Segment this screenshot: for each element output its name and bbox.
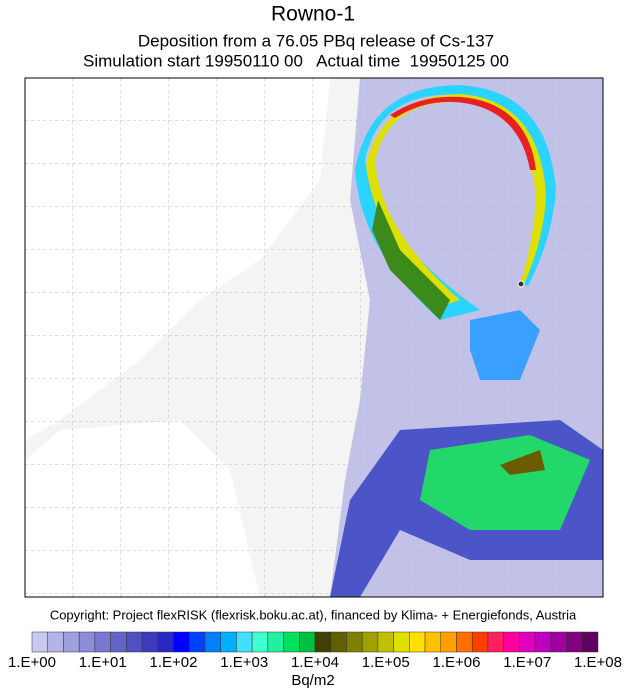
map [25, 78, 603, 597]
colorbar-swatch [110, 631, 127, 653]
plume-inner [366, 94, 546, 305]
colorbar-swatch [236, 631, 253, 653]
colorbar-swatch [204, 631, 221, 653]
colorbar-swatch [566, 631, 583, 653]
time-line: Simulation start 19950110 00 Actual time… [83, 51, 509, 70]
colorbar-swatch [267, 631, 284, 653]
colorbar-swatch [393, 631, 410, 653]
colorbar-label: 1.E+04 [291, 654, 339, 671]
subtitle: Deposition from a 76.05 PBq release of C… [138, 31, 494, 50]
colorbar-swatch [519, 631, 536, 653]
colorbar-swatch [299, 631, 316, 653]
colorbar-swatch [141, 631, 159, 653]
colorbar-swatch [63, 631, 80, 653]
colorbar-swatch [94, 631, 111, 653]
colorbar-swatch [188, 631, 206, 653]
colorbar-swatch [78, 631, 96, 653]
colorbar-swatch [31, 631, 48, 653]
colorbar-label: 1.E+05 [362, 654, 410, 671]
colorbar-swatch [283, 631, 300, 653]
colorbar-swatch [424, 631, 442, 653]
colorbar-swatch [314, 631, 331, 653]
colorbar-swatch [47, 631, 64, 653]
colorbar-label: 1.E+03 [220, 654, 268, 671]
title: Rowno-1 [271, 3, 355, 26]
plume-core [372, 200, 450, 320]
colorbar-swatch [471, 631, 489, 653]
colorbar-swatch [503, 631, 520, 653]
colorbar-swatch [220, 631, 237, 653]
colorbar-swatch [409, 631, 426, 653]
colorbar-label: 1.E+08 [574, 654, 622, 671]
colorbar-swatch [487, 631, 504, 653]
colorbar-swatch [550, 631, 567, 653]
colorbar-swatch [346, 631, 363, 653]
source-marker [517, 280, 525, 288]
colorbar-swatch [534, 631, 552, 653]
deposition-peak [500, 450, 545, 475]
colorbar-label: 1.E+07 [503, 654, 551, 671]
colorbar-swatch [251, 631, 269, 653]
deposition-high [420, 435, 590, 530]
colorbar-label: 1.E+06 [433, 654, 481, 671]
colorbar: 1.E+00 1.E+01 1.E+02 1.E+03 1.E+04 1.E+05 1.E+… [8, 631, 622, 671]
colorbar-swatch [126, 631, 143, 653]
colorbar-label: 1.E+02 [150, 654, 198, 671]
colorbar-label: 1.E+00 [8, 654, 56, 671]
colorbar-label: 1.E+01 [79, 654, 127, 671]
colorbar-swatch [330, 631, 347, 653]
colorbar-swatch [440, 631, 457, 653]
plume-peak [390, 96, 536, 170]
colorbar-swatch [157, 631, 174, 653]
copyright: Copyright: Project flexRISK (flexrisk.bo… [50, 607, 577, 622]
colorbar-swatch [456, 631, 473, 653]
colorbar-swatch [361, 631, 379, 653]
colorbar-swatch [173, 631, 190, 653]
colorbar-swatch [582, 631, 599, 653]
legend-unit: Bq/m2 [291, 672, 334, 689]
map-frame [24, 77, 604, 598]
colorbar-swatch [377, 631, 394, 653]
deposition-mid [470, 310, 540, 380]
